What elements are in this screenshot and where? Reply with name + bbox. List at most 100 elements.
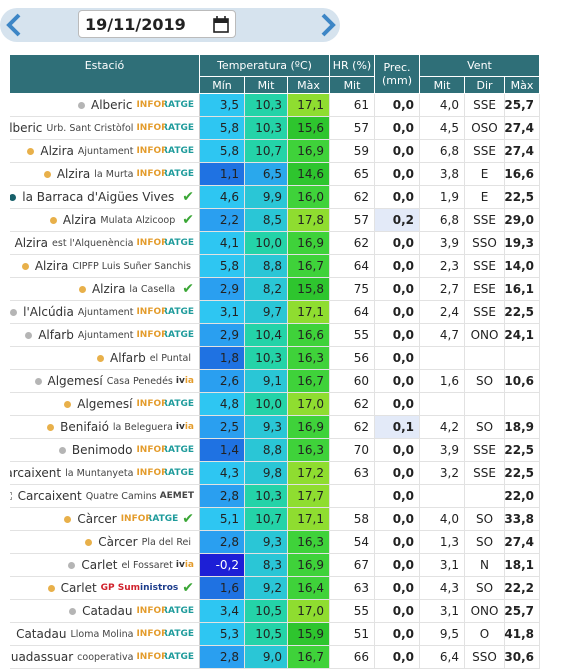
value-cell: 27,4 — [505, 117, 540, 139]
value-cell: 2,2 — [200, 209, 245, 231]
value-cell: 2,9 — [200, 278, 245, 300]
network-tag: INFORATGE — [136, 238, 194, 248]
value-cell: 22,5 — [505, 439, 540, 461]
value-cell: 25,7 — [505, 600, 540, 622]
stations-table: Estació Temperatura (ºC) HR (%) Prec. (m… — [10, 55, 540, 669]
value-cell: 8,5 — [245, 209, 288, 231]
value-cell: 0,0 — [375, 393, 420, 415]
station-town: la Barraca d'Aigües Vives — [22, 190, 174, 204]
station-place: Ajuntament — [78, 330, 134, 341]
date-input[interactable]: 19/11/2019 — [78, 10, 236, 38]
value-cell: 54 — [330, 531, 375, 553]
status-marker — [64, 401, 71, 408]
status-marker — [22, 263, 29, 270]
value-cell: 0,0 — [375, 600, 420, 622]
value-cell: 3,4 — [200, 600, 245, 622]
value-cell: 16,7 — [288, 255, 330, 277]
value-cell: 4,6 — [200, 186, 245, 208]
value-cell: 8,8 — [245, 255, 288, 277]
value-cell: -0,2 — [200, 554, 245, 576]
station-place: cooperativa — [77, 652, 133, 663]
value-cell: 0,0 — [375, 255, 420, 277]
value-cell: 64 — [330, 301, 375, 323]
value-cell: 0,0 — [375, 117, 420, 139]
value-cell: 22,5 — [505, 186, 540, 208]
station-town: Càrcer — [98, 535, 137, 549]
value-cell: 62 — [330, 416, 375, 438]
value-cell: SSE — [465, 439, 505, 461]
value-cell: 25,7 — [505, 94, 540, 116]
value-cell: 10,3 — [245, 347, 288, 369]
value-cell: 19,3 — [505, 232, 540, 254]
next-day-button[interactable] — [316, 12, 338, 38]
value-cell: SSE — [465, 140, 505, 162]
prev-day-button[interactable] — [4, 12, 26, 38]
network-tag: ivia — [176, 376, 194, 386]
value-cell: 4,8 — [200, 393, 245, 415]
header-station: Estació — [10, 55, 200, 94]
calendar-icon[interactable] — [213, 16, 229, 33]
status-marker — [10, 492, 12, 500]
station-town: Guadassuar — [10, 650, 73, 664]
value-cell: 3,9 — [420, 439, 465, 461]
station-place: Ajuntament — [78, 307, 134, 318]
value-cell: 4,7 — [420, 324, 465, 346]
station-cell[interactable]: GuadassuarcooperativaINFORATGE — [10, 646, 200, 668]
value-cell: 64 — [330, 255, 375, 277]
value-cell: 3,9 — [420, 232, 465, 254]
status-marker — [35, 378, 42, 385]
value-cell: 3,1 — [200, 301, 245, 323]
value-cell: 4,3 — [420, 577, 465, 599]
value-cell: SO — [465, 508, 505, 530]
value-cell — [465, 347, 505, 369]
value-cell: 0,0 — [375, 623, 420, 645]
value-cell: 17,1 — [288, 301, 330, 323]
value-cell: 0,0 — [375, 485, 420, 507]
station-cell[interactable]: la Barraca d'Aigües Vives✔ — [10, 186, 200, 208]
value-cell: 15,9 — [288, 623, 330, 645]
value-cell: 10,5 — [245, 623, 288, 645]
value-cell: 5,8 — [200, 140, 245, 162]
station-town: Alzira — [92, 282, 125, 296]
value-cell: 2,5 — [200, 416, 245, 438]
value-cell: 0,0 — [375, 324, 420, 346]
header-temperature: Temperatura (ºC) — [200, 55, 330, 77]
table-header: Estació Temperatura (ºC) HR (%) Prec. (m… — [10, 55, 540, 94]
station-town: Benimodo — [72, 443, 133, 457]
value-cell: SSE — [465, 255, 505, 277]
value-cell: 5,8 — [200, 255, 245, 277]
value-cell: 0,0 — [375, 646, 420, 668]
value-cell — [505, 347, 540, 369]
value-cell: SO — [465, 416, 505, 438]
value-cell: 59 — [330, 140, 375, 162]
value-cell: 10,3 — [245, 94, 288, 116]
